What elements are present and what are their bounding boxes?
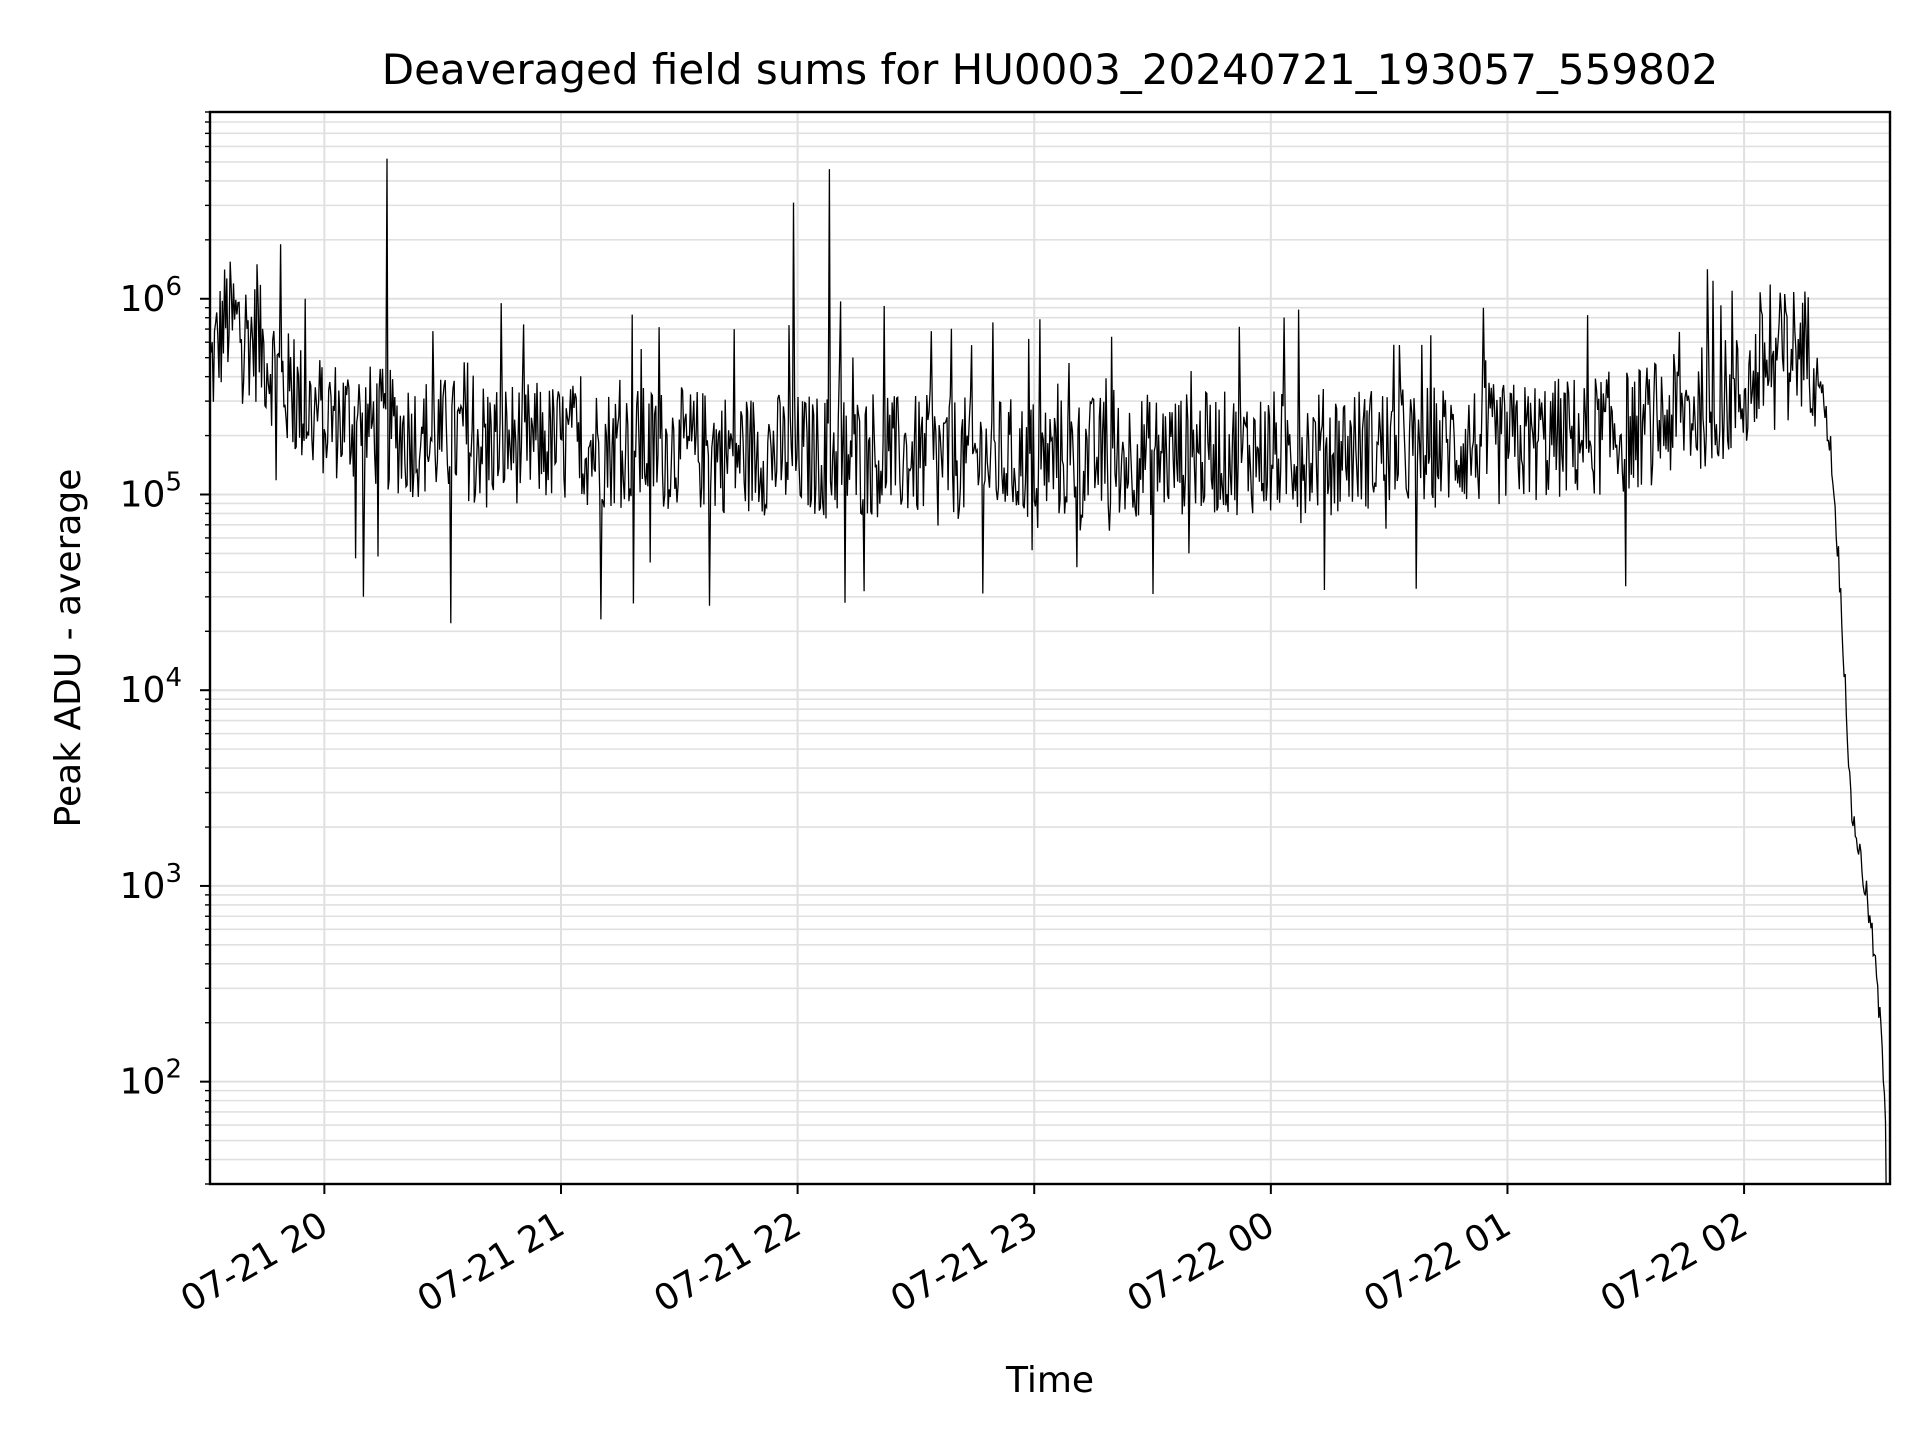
data-series-line — [209, 158, 1887, 1185]
y-tick-label: 103 — [120, 859, 182, 907]
series-layer — [209, 158, 1887, 1185]
y-tick-label: 104 — [120, 663, 182, 711]
chart-title: Deaveraged field sums for HU0003_2024072… — [382, 45, 1719, 94]
x-axis-label: Time — [1005, 1360, 1094, 1401]
y-tick-label: 105 — [120, 467, 182, 515]
y-tick-label: 106 — [120, 272, 182, 320]
plot-area-frame — [208, 110, 1892, 1186]
y-tick-label: 102 — [120, 1055, 182, 1103]
y-axis-label: Peak ADU - average — [48, 469, 89, 828]
